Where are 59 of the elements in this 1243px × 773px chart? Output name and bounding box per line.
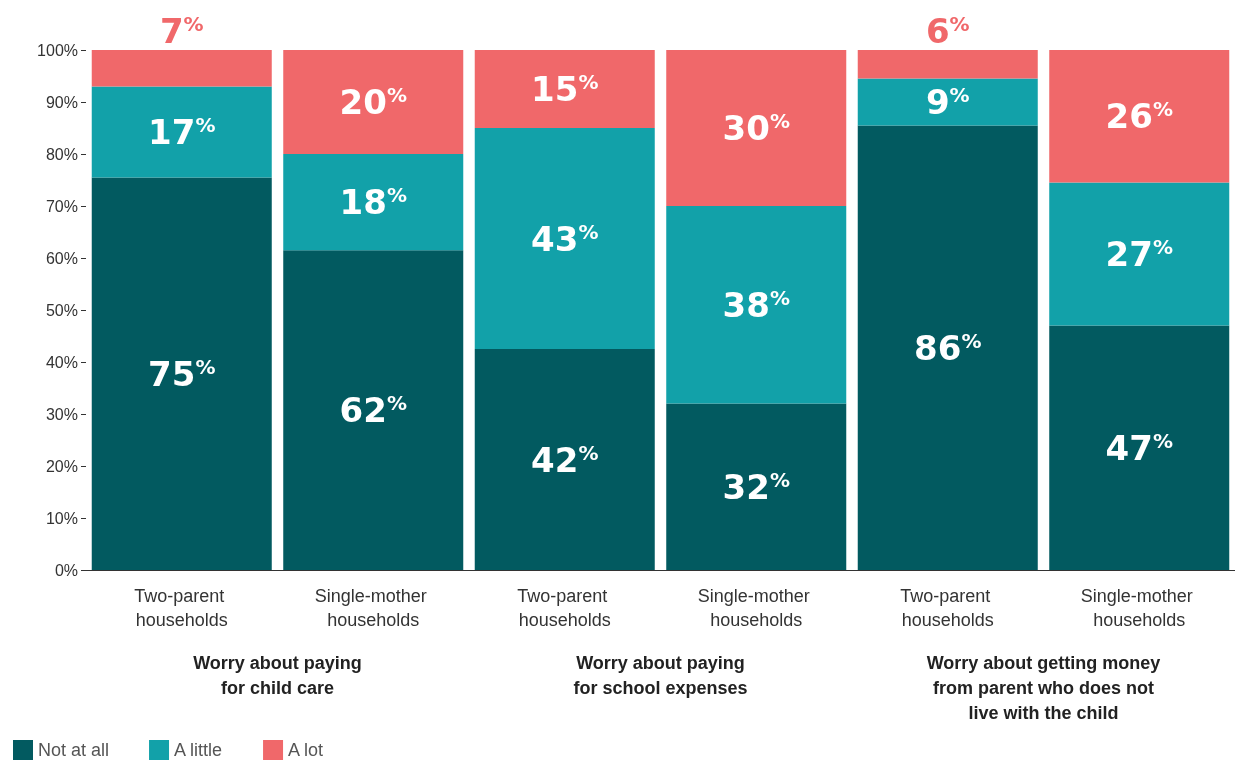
x-tick-label: Single-mother households (314, 586, 432, 630)
data-label: 27% (1105, 234, 1173, 275)
bar (283, 50, 464, 154)
data-label: 47% (1105, 427, 1173, 468)
y-tick-label: 50% (45, 301, 78, 319)
y-tick-label: 10% (45, 509, 78, 527)
bar (1049, 325, 1230, 570)
bar (474, 128, 655, 349)
data-label: 15% (531, 69, 599, 109)
y-tick-label: 30% (45, 405, 78, 423)
x-tick-label: Two-parent households (517, 586, 613, 630)
bar (666, 206, 847, 404)
data-label: 9% (925, 82, 970, 122)
text: Worry about paying for school expenses (573, 652, 748, 698)
x-tick-label: Single-mother households (697, 586, 815, 630)
y-tick-label: 100% (37, 41, 78, 59)
data-label: 6% (925, 11, 970, 51)
legend-label: Not at all (38, 740, 110, 760)
data-label: 38% (722, 284, 790, 325)
bar (857, 78, 1038, 126)
data-label: 62% (339, 390, 407, 431)
data-label: 86% (914, 327, 982, 368)
legend-label: A little (174, 740, 223, 760)
data-label: 32% (722, 466, 790, 507)
x-tick-label: Two-parent households (900, 586, 996, 630)
bar (474, 349, 655, 570)
bar (91, 50, 272, 87)
data-label: 42% (531, 439, 599, 480)
data-label: 18% (339, 182, 407, 223)
y-tick-label: 60% (45, 249, 78, 267)
bar (283, 250, 464, 570)
bar (474, 50, 655, 128)
bar (1049, 50, 1230, 183)
bar (1049, 182, 1230, 326)
bar (857, 125, 1038, 570)
data-label: 43% (531, 218, 599, 259)
x-tick-label: Two-parent households (134, 586, 230, 630)
bar (283, 154, 464, 251)
data-label: 26% (1105, 96, 1173, 137)
y-tick-label: 40% (45, 353, 78, 371)
x-tick-label: Single-mother households (1080, 586, 1198, 630)
y-tick-label: 90% (45, 93, 78, 111)
y-tick-label: 0% (54, 561, 78, 579)
y-tick-label: 70% (45, 197, 78, 215)
y-tick-label: 80% (45, 145, 78, 163)
data-label: 20% (339, 82, 407, 122)
legend-label: A lot (288, 740, 324, 760)
data-label: 30% (722, 108, 790, 148)
text: Worry about getting money from parent who does not live with the child (926, 652, 1161, 723)
bar (91, 177, 272, 570)
text: Worry about paying for child care (193, 652, 362, 698)
data-label: 75% (148, 353, 216, 394)
bar (666, 50, 847, 206)
data-label: 17% (148, 111, 216, 152)
bar (666, 403, 847, 570)
data-label: 7% (159, 11, 204, 51)
bar (91, 86, 272, 178)
bar (857, 50, 1038, 79)
y-tick-label: 20% (45, 457, 78, 475)
